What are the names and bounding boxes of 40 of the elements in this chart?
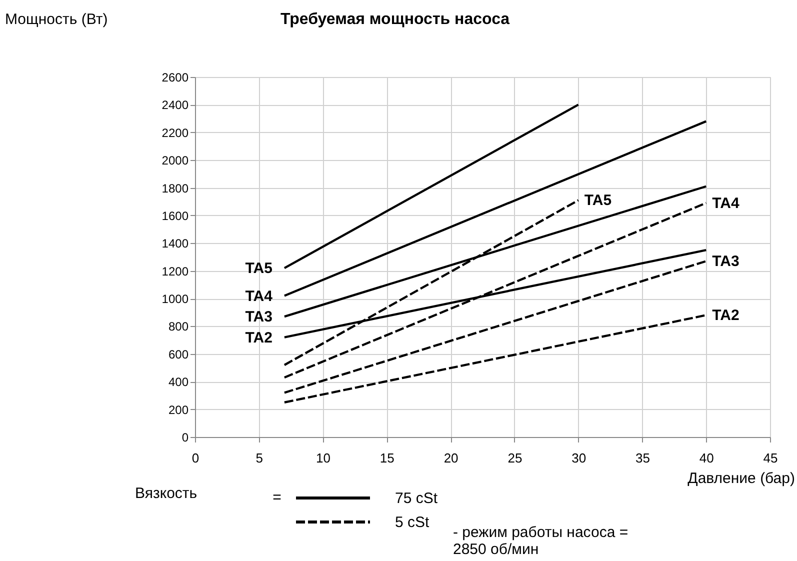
text: - режим работы насоса = 2850 об/мин — [453, 524, 628, 558]
y-tick-label: 1200 — [162, 264, 189, 278]
x-axis-title: Давление (бар) — [688, 470, 795, 487]
series-label: TA3 — [245, 308, 272, 326]
y-tick-label: 2000 — [162, 154, 189, 168]
series-label: TA2 — [245, 329, 272, 346]
y-tick-label: 2400 — [162, 98, 189, 112]
text: 75 cSt — [395, 490, 438, 507]
y-tick-label: 400 — [168, 375, 189, 390]
y-tick-label: 0 — [182, 430, 189, 444]
text: = — [272, 489, 282, 506]
x-tick-label: 5 — [256, 450, 264, 466]
x-tick-label: 25 — [508, 450, 522, 466]
x-tick-label: 45 — [763, 450, 778, 466]
text: 5 cSt — [395, 514, 430, 531]
x-tick-label: 10 — [316, 450, 331, 466]
y-tick-label: 1000 — [162, 292, 189, 306]
text: Вязкость — [135, 485, 198, 502]
series-label: TA3 — [712, 253, 740, 270]
y-axis-title: Мощность (Вт) — [5, 11, 108, 28]
y-tick-label: 600 — [168, 347, 189, 362]
y-tick-label: 800 — [168, 320, 189, 334]
series-label: TA5 — [584, 192, 612, 210]
x-tick-label: 35 — [635, 450, 650, 466]
x-tick-label: 30 — [572, 450, 586, 466]
series-label: TA2 — [712, 307, 740, 324]
y-tick-label: 1400 — [162, 236, 189, 251]
y-tick-label: 2600 — [162, 70, 189, 84]
x-tick-label: 15 — [380, 450, 394, 466]
x-tick-label: 0 — [192, 450, 200, 466]
series-label: TA5 — [245, 260, 272, 278]
x-tick-label: 20 — [444, 450, 458, 466]
y-tick-label: 1600 — [162, 208, 189, 223]
x-tick-label: 40 — [699, 450, 714, 466]
y-tick-label: 200 — [168, 402, 189, 417]
series-label: TA4 — [712, 195, 740, 212]
y-tick-label: 2200 — [162, 126, 189, 140]
chart-title: Требуемая мощность насоса — [280, 11, 510, 28]
y-tick-label: 1800 — [162, 181, 189, 196]
series-label: TA4 — [245, 288, 274, 305]
